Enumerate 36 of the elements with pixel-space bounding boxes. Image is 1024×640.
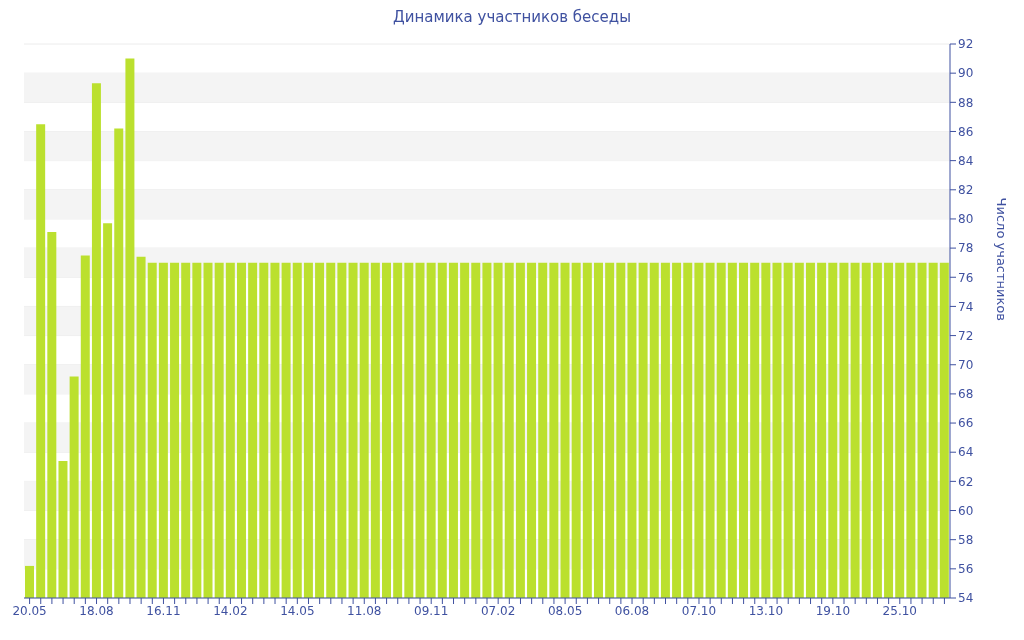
x-tick-label: 07.10 (681, 603, 717, 618)
x-tick-label: 18.08 (79, 603, 114, 618)
y-tick-label: 84 (958, 153, 974, 168)
x-tick-label: 19.10 (815, 603, 851, 618)
y-tick-label: 82 (958, 183, 974, 198)
y-tick-label: 90 (958, 66, 974, 81)
y-tick-label: 86 (958, 124, 974, 139)
y-tick-label: 64 (958, 445, 974, 460)
y-tick-label: 68 (958, 387, 974, 402)
y-tick-label: 76 (958, 270, 974, 285)
y-tick-label: 92 (958, 37, 974, 52)
y-tick-label: 72 (958, 328, 974, 343)
y-tick-label: 80 (958, 212, 974, 227)
x-tick-label: 14.02 (213, 603, 248, 618)
x-tick-label: 14.05 (280, 603, 315, 618)
x-tick-label: 09.11 (414, 603, 449, 618)
y-tick-label: 58 (958, 532, 974, 547)
y-tick-label: 74 (958, 299, 974, 314)
x-tick-label: 16.11 (146, 603, 181, 618)
chart-title: Динамика участников беседы (391, 8, 632, 28)
y-tick-label: 78 (958, 241, 974, 256)
y-tick-label: 70 (958, 358, 974, 372)
x-tick-label: 11.08 (347, 603, 382, 618)
y-tick-label: 54 (958, 591, 974, 606)
x-tick-label: 13.10 (748, 603, 784, 618)
y-axis-title: Число участников (994, 197, 1010, 321)
y-tick-label: 56 (958, 562, 974, 577)
x-tick-label: 20.05 (12, 603, 47, 618)
x-tick-label: 07.02 (480, 603, 516, 618)
x-tick-label: 08.05 (547, 603, 583, 618)
x-tick-label: 25.10 (882, 603, 917, 618)
y-tick-label: 88 (958, 95, 974, 110)
x-tick-label: 06.08 (614, 603, 650, 618)
y-tick-label: 60 (958, 503, 974, 518)
y-tick-label: 62 (958, 474, 974, 489)
y-tick-label: 66 (958, 416, 974, 431)
